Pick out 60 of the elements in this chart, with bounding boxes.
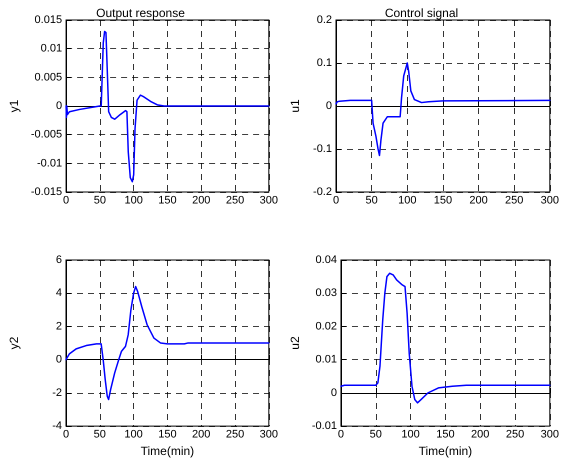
line-series (65, 30, 270, 182)
x-tick-label: 100 (124, 428, 143, 441)
x-tick-label: 250 (226, 194, 244, 206)
y-tick-label: 0 (326, 100, 332, 112)
x-tick-label: 200 (192, 428, 210, 441)
x-tick-label: 200 (192, 194, 210, 206)
x-tick-label: 150 (436, 428, 455, 441)
y-tick-label: 0.04 (316, 254, 337, 266)
y-axis-title: u2 (288, 336, 302, 350)
y-tick-label: 0 (56, 354, 62, 366)
y-tick-label: 0.2 (316, 14, 332, 26)
x-tick-label: 100 (401, 428, 420, 441)
x-tick-label: 50 (370, 428, 382, 441)
line-series (65, 286, 270, 400)
x-tick-label: 150 (434, 194, 452, 206)
x-tick-label: 250 (506, 428, 524, 441)
y-tick-label: 0 (56, 100, 62, 112)
x-axis-title: Time(min) (418, 444, 472, 458)
y-axis-title: u1 (288, 99, 302, 113)
chart-title: Control signal (384, 6, 458, 20)
y-tick-label: -0.01 (37, 157, 62, 170)
y-tick-label: -0.015 (30, 186, 62, 198)
x-tick-label: 50 (94, 194, 106, 206)
x-tick-label: 250 (226, 428, 244, 441)
x-axis-title: Time(min) (140, 444, 194, 458)
x-tick-label: 50 (94, 428, 106, 441)
y-tick-label: -2 (52, 386, 62, 399)
x-tick-label: 100 (398, 194, 416, 206)
x-tick-label: 300 (260, 428, 278, 441)
chart-title: Output response (96, 6, 186, 20)
y-tick-label: 0.015 (34, 14, 62, 26)
y-tick-label: -0.01 (312, 420, 337, 432)
x-tick-label: 200 (471, 428, 490, 441)
y-axis-title: y2 (7, 336, 21, 350)
y-axis-title: y1 (7, 99, 21, 112)
y-tick-label: -0.005 (30, 128, 62, 141)
y-tick-label: 0.01 (40, 42, 62, 55)
x-tick-label: 50 (366, 194, 378, 206)
y-tick-label: 0.03 (316, 287, 337, 300)
y-tick-label: 6 (56, 254, 62, 266)
line-series (335, 62, 551, 156)
line-series (340, 272, 551, 404)
y-tick-label: 0.1 (316, 57, 332, 69)
y-tick-label: -0.2 (313, 186, 332, 198)
y-tick-label: 0.005 (34, 71, 62, 84)
x-tick-label: 300 (260, 194, 278, 206)
x-tick-label: 200 (469, 194, 488, 206)
x-tick-label: 100 (124, 194, 143, 206)
x-tick-label: 250 (505, 194, 524, 206)
y-tick-label: -0.1 (313, 143, 332, 155)
y-tick-label: 2 (56, 320, 62, 332)
y-tick-label: 0 (330, 386, 337, 399)
x-tick-label: 150 (158, 194, 177, 206)
y-tick-label: 0.02 (316, 320, 337, 332)
x-tick-label: 150 (158, 428, 177, 441)
x-tick-label: 300 (540, 428, 560, 441)
y-tick-label: -4 (52, 420, 62, 432)
y-tick-label: 4 (56, 287, 62, 300)
x-tick-label: 300 (540, 194, 560, 206)
y-tick-label: 0.01 (316, 354, 337, 366)
